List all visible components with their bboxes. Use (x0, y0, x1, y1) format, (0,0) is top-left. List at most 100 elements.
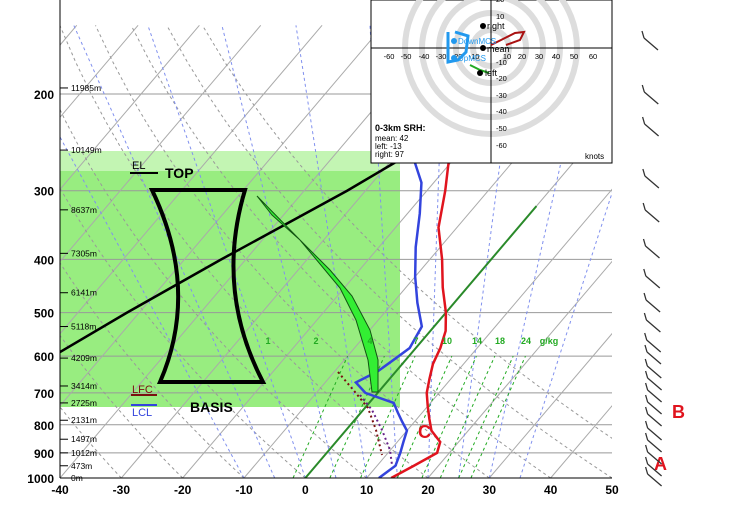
height-label: 473m (71, 461, 92, 471)
moist-adiabat (295, 25, 368, 478)
hodograph-label-mean: mean (487, 44, 510, 54)
isotherm-line (60, 25, 262, 263)
moist-adiabat (458, 25, 519, 478)
hodograph-x-tick: 10 (503, 52, 511, 61)
wind-barb (643, 312, 661, 333)
wind-barb (644, 370, 663, 391)
pressure-tick-label: 800 (34, 419, 54, 433)
mixing-ratio-label: 24 (521, 336, 531, 346)
mixing-ratio-line (292, 355, 349, 478)
height-label: 8637m (71, 205, 97, 215)
cape-area (256, 195, 379, 393)
dry-adiabat (130, 25, 551, 478)
height-label: 7305m (71, 248, 97, 258)
wind-barb (644, 444, 663, 465)
height-label: 11985m (71, 83, 101, 93)
parcel-trace-surface (337, 371, 383, 456)
wind-barb (644, 466, 663, 487)
x-tick-label: 0 (302, 483, 309, 497)
hodograph-label-left: left (485, 68, 498, 78)
downmcs-label: DownMCS (458, 37, 496, 46)
basis-label: BASIS (190, 399, 233, 415)
srh-title: 0-3km SRH: (375, 123, 426, 133)
dry-adiabat (60, 261, 245, 478)
pressure-tick-label: 600 (34, 350, 54, 364)
wind-barb (644, 382, 663, 403)
marker-c: C (418, 422, 431, 442)
x-tick-label: 50 (605, 483, 619, 497)
hodograph-inset: -60-50-40-30-20-101020304050602010-10-20… (370, 0, 613, 164)
highlight-zone-top (60, 151, 400, 171)
parcel-trace-mixed (359, 394, 393, 466)
mixing-ratio-line (421, 355, 477, 478)
lcl-label: LCL (132, 407, 152, 419)
dry-adiabat (60, 334, 184, 478)
hodograph-x-tick: -20 (452, 52, 463, 61)
x-tick-label: -10 (235, 483, 253, 497)
pressure-tick-label: 500 (34, 307, 54, 321)
hodograph-x-tick: -60 (384, 52, 395, 61)
top-label: TOP (165, 165, 194, 181)
moist-adiabat (73, 25, 276, 478)
srh-line: right: 97 (375, 150, 404, 159)
pressure-tick-label: 300 (34, 185, 54, 199)
storm-motion-point (451, 55, 457, 61)
hodograph-label-right: right (487, 21, 505, 31)
el-label: EL (132, 160, 145, 172)
isotherm-line (60, 25, 323, 335)
pressure-tick-label: 200 (34, 88, 54, 102)
wind-barb (644, 406, 663, 427)
hodograph-x-tick: 30 (535, 52, 543, 61)
wind-barb (644, 344, 662, 365)
height-label: 4209m (71, 353, 97, 363)
wind-barb (642, 238, 660, 259)
pressure-tick-label: 700 (34, 387, 54, 401)
hodograph-y-tick: -50 (496, 124, 507, 133)
hodograph-y-tick: 10 (496, 12, 504, 21)
srh-line: mean: 42 (375, 134, 409, 143)
height-label: 0m (71, 473, 83, 483)
pressure-tick-label: 900 (34, 447, 54, 461)
height-label: 2131m (71, 415, 97, 425)
isotherm-line (60, 25, 139, 118)
hodograph-y-tick: -60 (496, 141, 507, 150)
hodograph-x-tick: -10 (469, 52, 480, 61)
storm-motion-point (451, 38, 457, 44)
wind-barb (644, 332, 662, 353)
hodograph-point (480, 23, 486, 29)
dry-adiabat (60, 25, 429, 478)
dry-adiabat (60, 406, 122, 478)
mixing-ratio-label: 7 (413, 336, 418, 346)
upmcs-label: UpMCS (458, 54, 486, 63)
hodograph-x-tick: -50 (401, 52, 412, 61)
moist-adiabat (369, 25, 398, 478)
zero-isotherm (304, 205, 538, 478)
wind-barb (642, 168, 660, 189)
hodograph-x-tick: 40 (552, 52, 560, 61)
pressure-tick-label: 400 (34, 253, 54, 267)
mixing-ratio-line (458, 355, 514, 478)
wind-barb (643, 268, 661, 289)
wind-barb (642, 202, 660, 223)
x-tick-label: 20 (421, 483, 435, 497)
hodograph-x-tick: -30 (436, 52, 447, 61)
lfc-label: LFC (132, 384, 153, 396)
wind-barb (643, 292, 661, 313)
x-tick-label: 10 (360, 483, 374, 497)
srh-line: left: -13 (375, 142, 402, 151)
cloud-outline (148, 188, 267, 384)
x-tick-label: -20 (174, 483, 192, 497)
isotherm-line (366, 188, 612, 478)
moist-adiabat (221, 25, 337, 478)
mixing-ratio-label: 10 (442, 336, 452, 346)
moist-adiabat (427, 25, 445, 478)
moist-adiabat (147, 25, 306, 478)
hodograph-trace-red (490, 30, 526, 46)
wind-barb (644, 358, 662, 379)
isotherm-line (60, 25, 200, 191)
isotherm-line (427, 260, 612, 478)
mixing-ratio-label: 18 (495, 336, 505, 346)
mixing-ratio-line (470, 355, 526, 478)
x-tick-label: 30 (483, 483, 497, 497)
dry-adiabat (60, 108, 367, 478)
